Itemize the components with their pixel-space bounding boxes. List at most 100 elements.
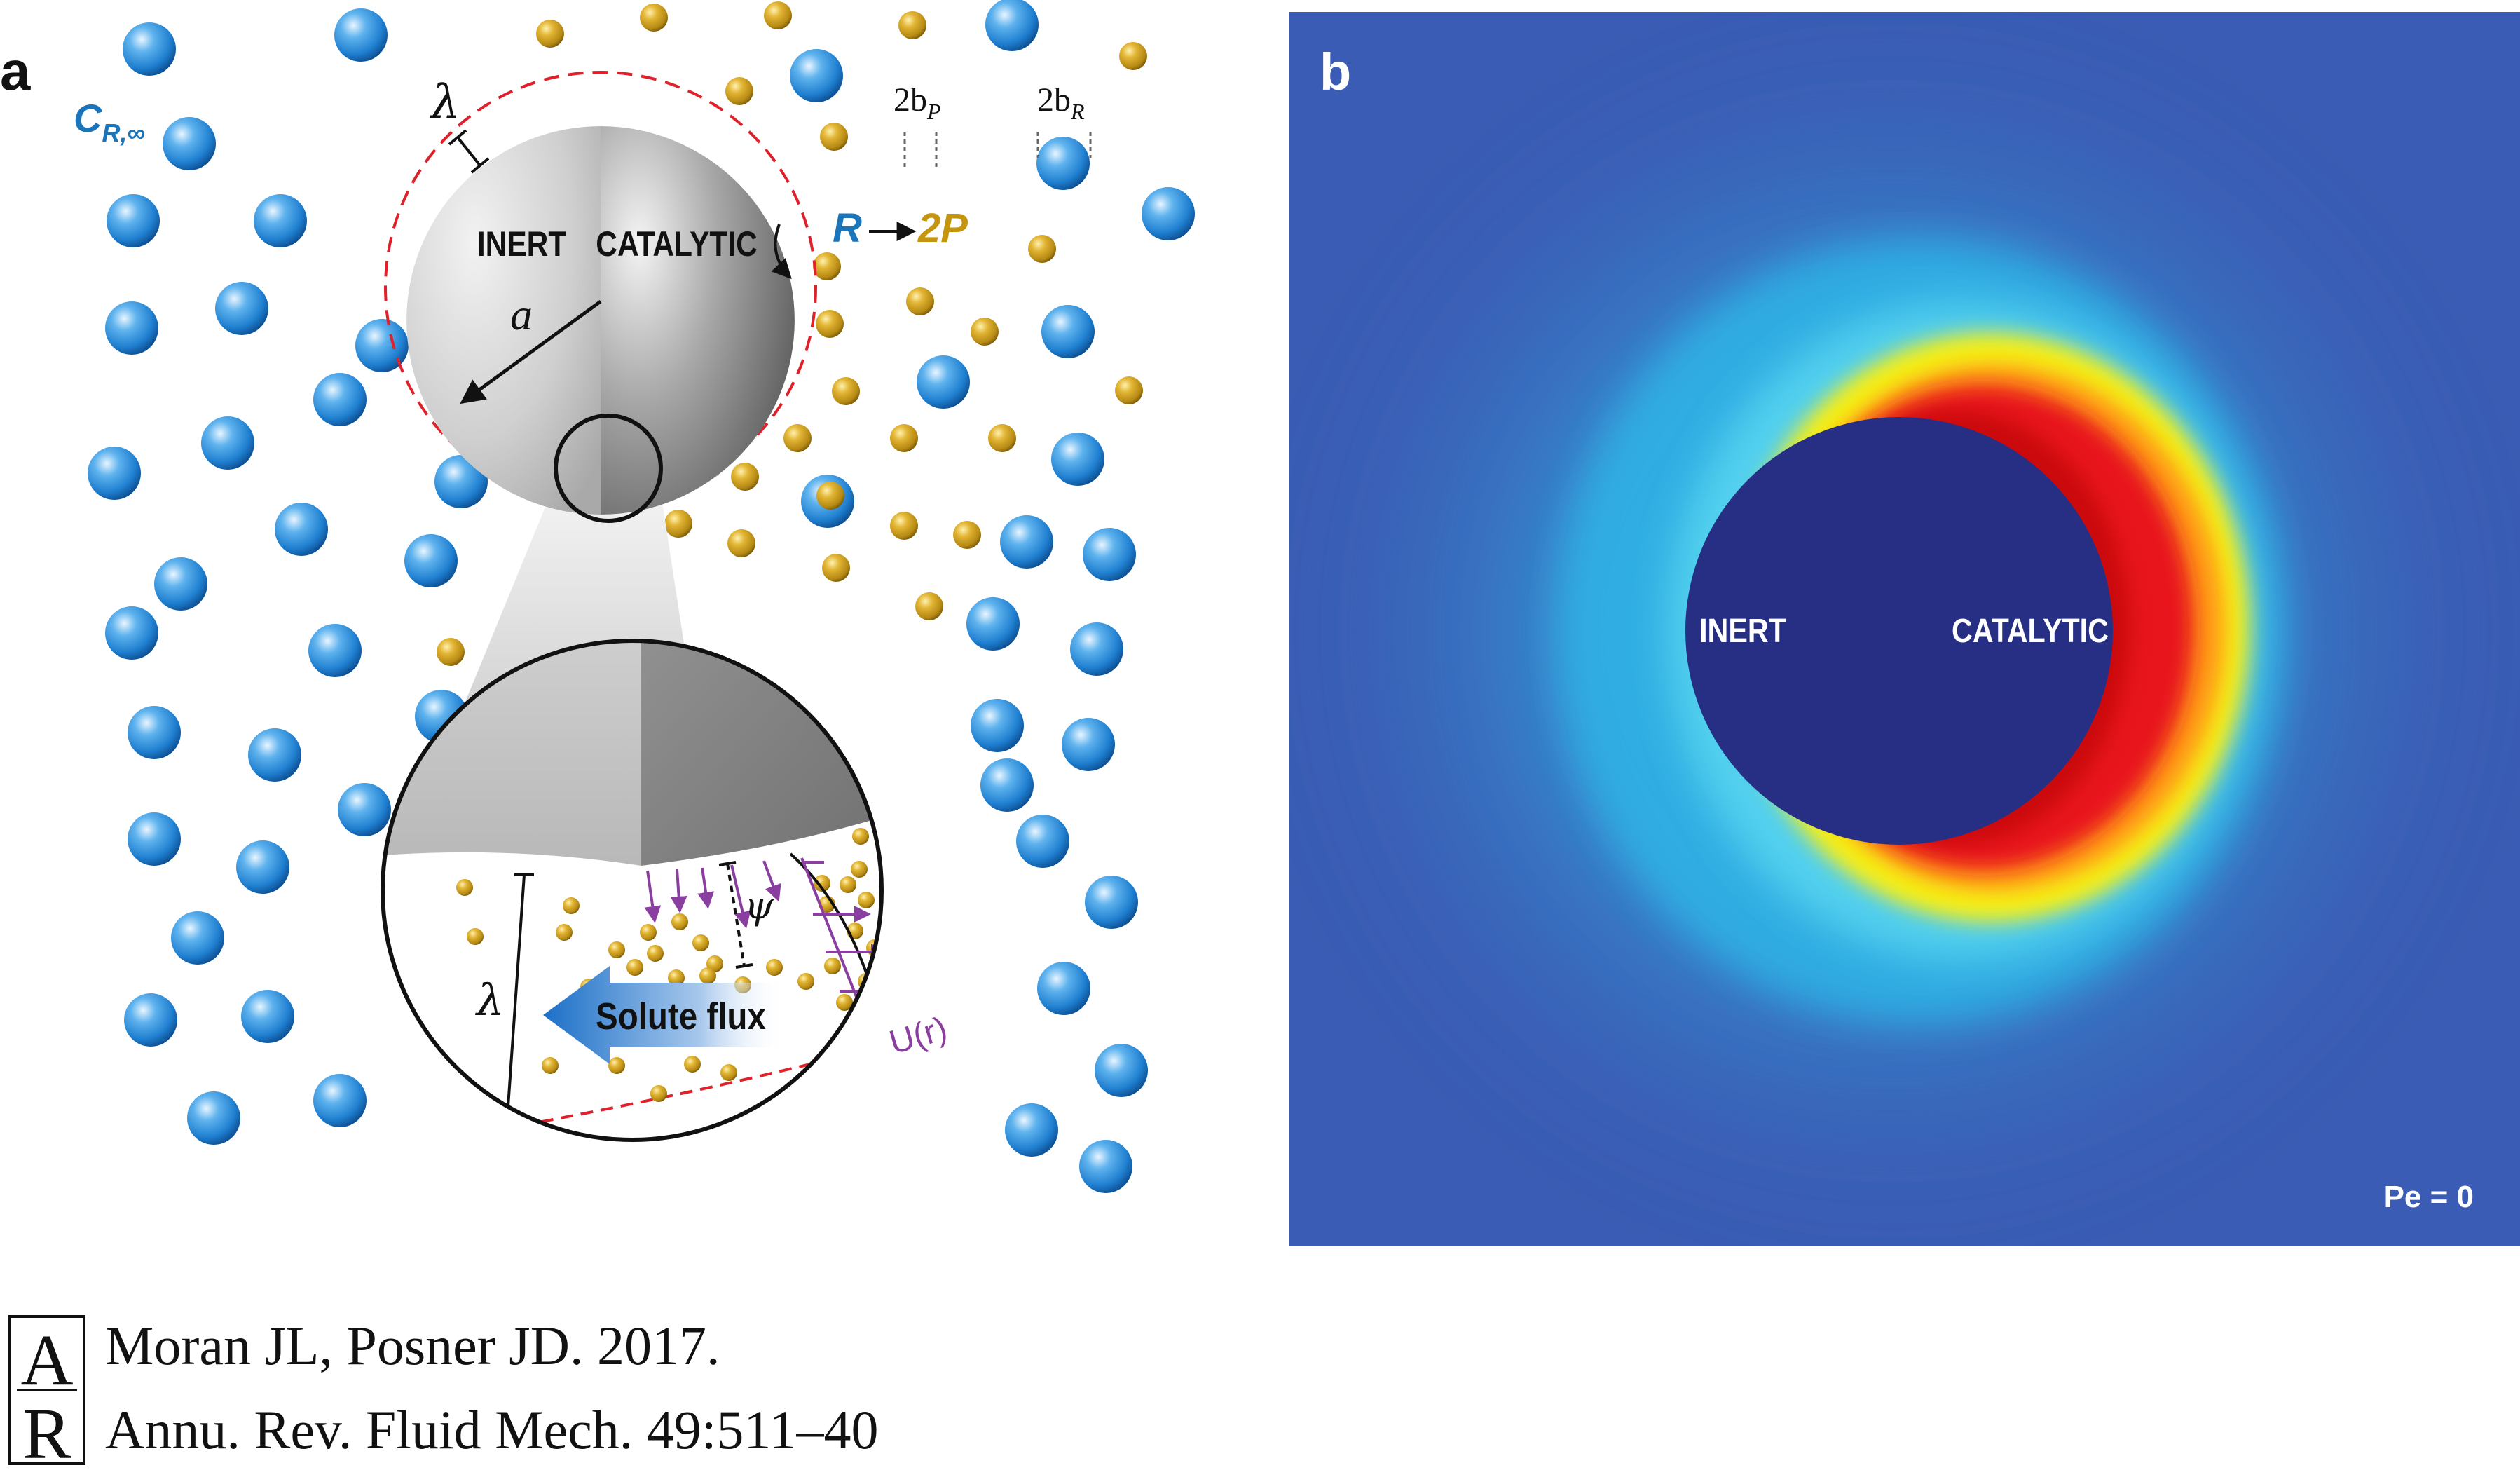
- reactant-molecule-icon: [313, 1074, 367, 1127]
- product-molecule-icon: [699, 967, 716, 984]
- product-molecule-icon: [824, 958, 841, 974]
- product-molecule-icon: [840, 876, 856, 893]
- product-molecule-icon: [954, 878, 971, 894]
- reactant-size-annotation: 2bR: [1036, 81, 1092, 158]
- product-molecule-icon: [640, 924, 657, 941]
- reactant-molecule-icon: [124, 993, 177, 1047]
- panel-b-concentration-field: b INERT CATALYTIC Pe = 0: [1289, 12, 2520, 1246]
- product-molecule-icon: [988, 424, 1016, 452]
- reactant-size-main: 2b: [1037, 81, 1071, 118]
- product-molecule-icon: [766, 959, 783, 976]
- product-molecule-icon: [900, 932, 917, 949]
- janus-catalytic-half: [601, 126, 795, 515]
- product-molecule-icon: [903, 962, 919, 979]
- product-molecule-icon: [816, 482, 844, 510]
- citation-line-2: Annu. Rev. Fluid Mech. 49:511–40: [105, 1399, 879, 1460]
- product-molecule-icon: [852, 828, 869, 845]
- reactant-molecule-icon: [966, 597, 1020, 651]
- reactant-molecule-icon: [1051, 433, 1104, 486]
- reactant-molecule-icon: [105, 606, 158, 660]
- annual-reviews-logo-icon: A R: [8, 1315, 85, 1474]
- bulk-molecules: [88, 0, 1195, 1193]
- reaction-reactant-label: R: [833, 205, 862, 251]
- radius-label: a: [510, 290, 533, 339]
- product-molecule-icon: [820, 123, 848, 151]
- reactant-molecule-icon: [171, 911, 224, 965]
- reactant-molecule-icon: [1142, 187, 1195, 240]
- panel-b-inert-label: INERT: [1699, 612, 1786, 650]
- product-molecule-icon: [731, 463, 759, 491]
- reaction-product-label: 2P: [917, 205, 968, 251]
- product-molecule-icon: [890, 424, 918, 452]
- reactant-molecule-icon: [404, 534, 458, 587]
- product-molecule-icon: [556, 924, 573, 941]
- reactant-molecule-icon: [313, 373, 367, 426]
- reactant-molecule-icon: [236, 840, 289, 894]
- zoom-catalytic-surface: [641, 641, 882, 866]
- svg-text:R: R: [22, 1394, 71, 1474]
- product-molecule-icon: [664, 510, 692, 538]
- janus-inert-half: [406, 126, 601, 515]
- product-molecule-icon: [467, 928, 484, 945]
- product-molecule-icon: [437, 638, 465, 666]
- reactant-molecule-icon: [275, 503, 328, 556]
- product-molecule-icon: [1028, 235, 1056, 263]
- reactant-molecule-icon: [1016, 815, 1069, 868]
- svg-text:2bR: 2bR: [1037, 81, 1085, 124]
- product-molecule-icon: [542, 1057, 559, 1074]
- product-molecule-icon: [797, 973, 814, 990]
- product-molecule-icon: [671, 913, 688, 930]
- reactant-molecule-icon: [985, 0, 1039, 51]
- reactant-molecule-icon: [107, 194, 160, 247]
- product-molecule-icon: [720, 1064, 737, 1081]
- reactant-molecule-icon: [355, 319, 409, 372]
- reactant-concentration-main: C: [74, 96, 103, 140]
- product-molecule-icon: [626, 959, 643, 976]
- zoom-debye-length-label: λ: [474, 974, 504, 1026]
- reactant-molecule-icon: [338, 783, 391, 836]
- debye-length-marker: [448, 129, 490, 174]
- reactant-molecule-icon: [434, 455, 488, 508]
- reactant-molecule-icon: [1037, 962, 1090, 1015]
- reactant-molecule-icon: [128, 706, 181, 759]
- product-molecule-icon: [897, 861, 914, 878]
- product-molecule-icon: [647, 945, 664, 962]
- reactant-molecule-icon: [1083, 528, 1136, 581]
- panel-a-label: a: [0, 40, 31, 102]
- product-molecule-icon: [783, 424, 812, 452]
- reactant-concentration-label: CR,∞: [74, 96, 145, 147]
- product-molecule-icon: [814, 875, 830, 892]
- product-molecule-icon: [456, 879, 473, 896]
- product-molecule-icon: [924, 829, 940, 846]
- panel-a-schematic: λ a INERT CATALYTIC R 2P 2bP 2bR CR,∞ a: [0, 0, 1195, 1193]
- product-molecule-icon: [906, 287, 934, 315]
- svg-text:A: A: [20, 1320, 73, 1401]
- panel-b-particle: [1685, 417, 2113, 845]
- product-molecule-icon: [1119, 42, 1147, 70]
- reactant-molecule-icon: [1062, 718, 1115, 771]
- zoom-inset-border: [381, 639, 884, 1142]
- svg-text:2bP: 2bP: [893, 81, 941, 124]
- product-molecule-icon: [640, 4, 668, 32]
- reactant-molecule-icon: [1005, 1103, 1058, 1157]
- reactant-molecule-icon: [187, 1091, 240, 1145]
- product-molecule-icon: [816, 310, 844, 338]
- reactant-molecule-icon: [971, 699, 1024, 752]
- product-molecule-icon: [971, 318, 999, 346]
- reactant-molecule-icon: [241, 990, 294, 1043]
- product-molecule-icon: [938, 987, 954, 1004]
- reaction-arrow-icon: [771, 224, 792, 280]
- reactant-molecule-icon: [123, 22, 176, 76]
- product-size-annotation: 2bP: [893, 81, 941, 168]
- solute-flux-arrow: [543, 966, 785, 1064]
- reactant-molecule-icon: [88, 447, 141, 500]
- reactant-molecule-icon: [215, 282, 268, 335]
- product-molecule-icon: [933, 855, 950, 872]
- product-molecule-icon: [903, 892, 919, 909]
- zoom-region-marker: [554, 414, 663, 523]
- reactant-molecule-icon: [128, 812, 181, 866]
- product-molecule-icon: [822, 554, 850, 582]
- product-molecule-icon: [608, 1057, 625, 1074]
- product-molecule-icon: [836, 994, 853, 1011]
